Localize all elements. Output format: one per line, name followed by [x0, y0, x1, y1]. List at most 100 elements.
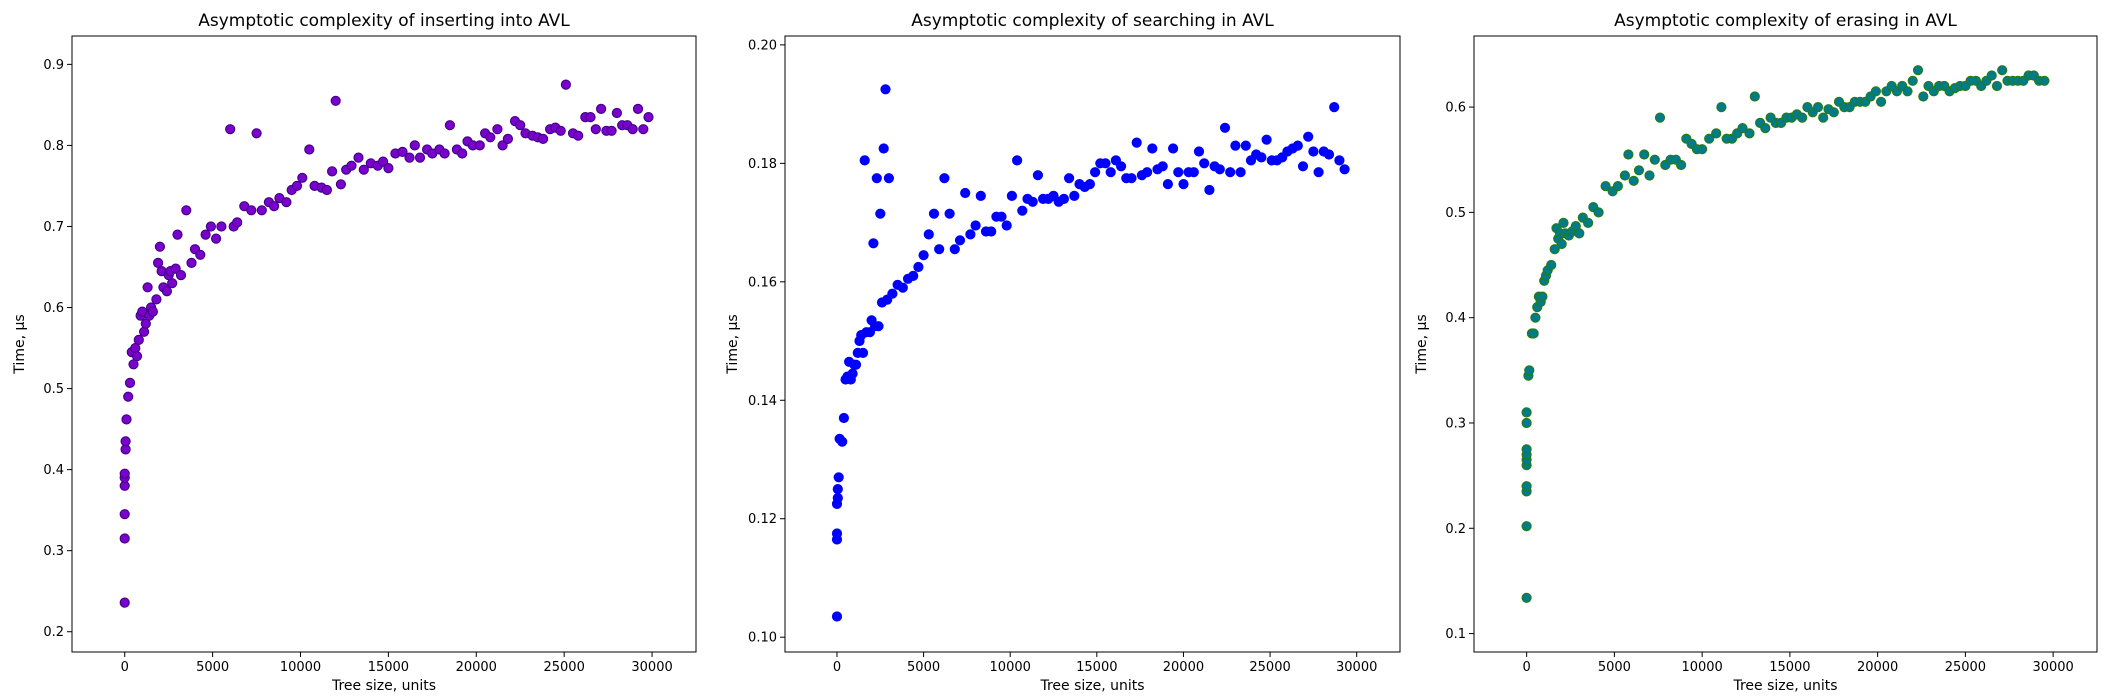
data-point-erase [1797, 112, 1808, 123]
chart-title-search: Asymptotic complexity of searching in AV… [911, 11, 1274, 31]
y-tick-label-insert: 0.3 [43, 544, 64, 559]
data-point-search [897, 282, 908, 293]
plot-area-search [784, 35, 1401, 653]
data-point-search [913, 261, 924, 273]
data-point-insert [123, 391, 134, 402]
data-point-erase [1528, 328, 1539, 339]
data-point-search [986, 226, 997, 237]
data-point-search [1204, 184, 1215, 196]
data-point-search [1303, 131, 1314, 142]
x-tick-label-erase: 5000 [1598, 660, 1631, 675]
data-point-erase [1654, 112, 1666, 123]
data-point-erase [1997, 65, 2008, 76]
data-point-search [1261, 134, 1272, 145]
data-point-search [1178, 179, 1189, 190]
data-point-search [847, 368, 858, 379]
data-point-insert [485, 132, 496, 143]
data-point-search [1219, 122, 1231, 133]
x-tick-label-search: 20000 [1163, 660, 1204, 675]
data-point-insert [121, 414, 132, 425]
data-point-search [1323, 149, 1335, 160]
data-point-erase [1737, 123, 1748, 134]
x-tick-label-erase: 15000 [1769, 660, 1810, 675]
points-insert [119, 79, 654, 608]
chart-search: Asymptotic complexity of searching in AV… [725, 11, 1401, 694]
data-point-erase [1876, 96, 1887, 107]
data-point-insert [643, 112, 654, 123]
data-point-search [918, 250, 929, 261]
data-point-search [873, 321, 884, 332]
data-point-search [1069, 190, 1080, 201]
data-point-search [928, 208, 940, 219]
points-search [831, 84, 1350, 622]
data-point-insert [269, 201, 280, 212]
x-tick-label-search: 30000 [1336, 660, 1377, 675]
x-axis-label-erase: Tree size, units [1732, 678, 1837, 694]
data-point-search [850, 359, 862, 370]
data-point-erase [1812, 102, 1824, 113]
data-point-search [1173, 167, 1184, 178]
y-axis-label-erase: Time, μs [1414, 314, 1430, 374]
data-point-search [838, 412, 850, 424]
data-point-erase [1593, 207, 1604, 218]
data-point-insert [573, 130, 584, 141]
data-point-search [1168, 143, 1179, 154]
data-point-erase [1907, 75, 1918, 86]
y-tick-label-erase: 0.4 [1445, 311, 1466, 326]
data-point-erase [2039, 75, 2050, 86]
data-point-search [1240, 140, 1251, 151]
y-tick-label-search: 0.14 [748, 394, 777, 409]
data-point-insert [120, 436, 131, 447]
data-point-erase [1902, 86, 1913, 97]
data-point-insert [119, 468, 130, 479]
data-point-search [1100, 158, 1111, 169]
y-tick-label-search: 0.10 [748, 631, 777, 646]
data-point-search [1142, 167, 1153, 178]
data-point-erase [1818, 112, 1829, 123]
data-point-search [944, 208, 955, 219]
data-point-erase [1537, 291, 1548, 302]
x-tick-label-insert: 10000 [280, 660, 321, 675]
data-point-erase [1716, 102, 1727, 113]
data-point-insert [133, 334, 144, 345]
data-point-insert [232, 217, 243, 228]
data-point-erase [1991, 80, 2003, 92]
data-point-search [1235, 167, 1246, 178]
x-tick-label-search: 5000 [907, 660, 940, 675]
data-point-insert [515, 120, 526, 131]
data-point-erase [1600, 181, 1611, 192]
data-point-erase [1583, 217, 1594, 228]
data-point-insert [170, 263, 181, 274]
data-point-insert [131, 351, 143, 362]
data-point-insert [181, 205, 192, 216]
data-point-erase [1558, 217, 1569, 228]
x-tick-label-insert: 15000 [368, 660, 409, 675]
data-point-insert [327, 166, 338, 177]
chart-title-erase: Asymptotic complexity of erasing in AVL [1614, 11, 1957, 31]
data-point-insert [457, 148, 468, 159]
data-point-search [960, 187, 971, 199]
data-point-insert [291, 180, 303, 191]
data-point-insert [119, 509, 130, 520]
data-point-search [875, 208, 886, 219]
data-point-insert [444, 120, 455, 131]
data-point-search [1188, 167, 1199, 178]
y-axis-label-insert: Time, μs [12, 314, 28, 374]
data-point-insert [560, 79, 572, 90]
data-point-erase [1760, 123, 1771, 134]
ticks-erase: 0 5000 10000 15000 20000 25000 30000 0.1 0.2 0.3 0… [1445, 101, 2073, 675]
data-point-search [1084, 179, 1096, 190]
y-tick-label-erase: 0.2 [1445, 522, 1466, 537]
data-point-search [1199, 158, 1210, 169]
x-tick-label-erase: 0 [1523, 660, 1531, 675]
x-tick-label-erase: 10000 [1681, 660, 1722, 675]
data-point-insert [211, 233, 222, 244]
data-point-insert [638, 124, 649, 135]
data-point-insert [304, 144, 315, 155]
y-tick-label-erase: 0.3 [1445, 416, 1466, 431]
data-point-insert [378, 156, 389, 167]
x-tick-label-search: 0 [833, 660, 841, 675]
data-point-search [1147, 143, 1158, 154]
data-point-search [883, 173, 895, 184]
